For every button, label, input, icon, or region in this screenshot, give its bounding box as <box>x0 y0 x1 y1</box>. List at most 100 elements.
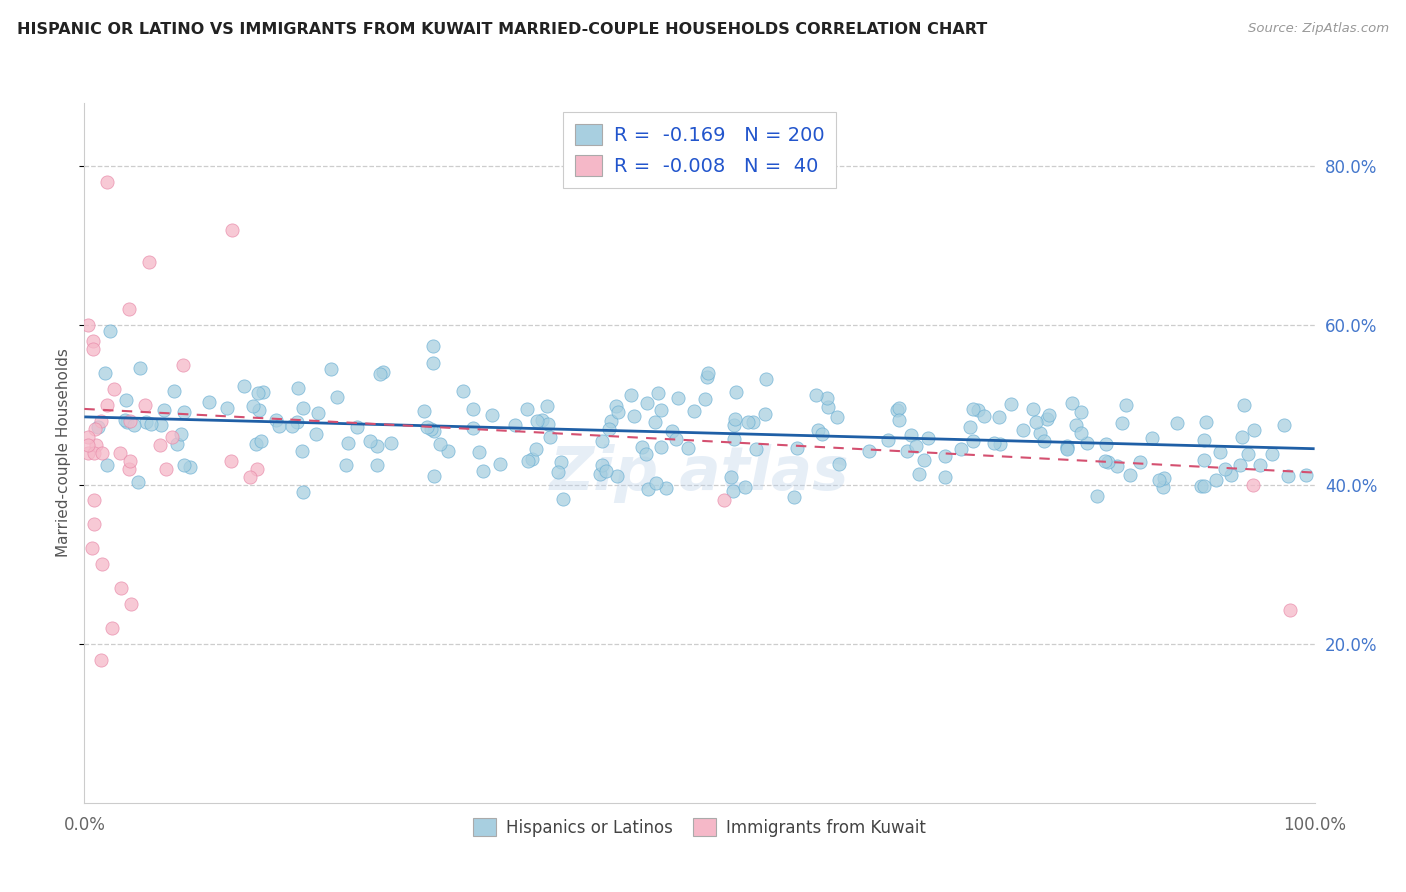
Point <box>1097 455 1119 469</box>
Point <box>858 443 880 458</box>
Point <box>517 453 540 467</box>
Point <box>1192 479 1215 493</box>
Point <box>1056 442 1078 456</box>
Point <box>326 390 349 404</box>
Point <box>1022 401 1045 416</box>
Point <box>129 360 152 375</box>
Point <box>550 454 572 468</box>
Point <box>973 409 995 423</box>
Point <box>287 381 309 395</box>
Point <box>807 424 830 438</box>
Point <box>422 357 444 371</box>
Point <box>1232 430 1254 444</box>
Point <box>695 392 717 407</box>
Point <box>416 420 439 434</box>
Point <box>346 419 368 434</box>
Point <box>606 469 628 483</box>
Point <box>520 451 543 466</box>
Point <box>962 402 984 417</box>
Point <box>896 443 918 458</box>
Point <box>172 358 194 372</box>
Point <box>359 434 381 449</box>
Point <box>589 467 612 481</box>
Point <box>804 388 827 402</box>
Point <box>82 334 104 349</box>
Point <box>285 415 308 429</box>
Point <box>595 464 617 478</box>
Point <box>162 430 184 444</box>
Point <box>598 421 620 435</box>
Point <box>335 458 357 472</box>
Point <box>723 432 745 446</box>
Point <box>281 419 304 434</box>
Point <box>637 482 659 496</box>
Point <box>634 447 657 461</box>
Point <box>451 384 474 399</box>
Point <box>108 445 131 460</box>
Point <box>886 402 908 417</box>
Point <box>242 399 264 413</box>
Point <box>118 414 141 428</box>
Point <box>1277 469 1299 483</box>
Point <box>889 413 911 427</box>
Point <box>461 402 484 417</box>
Point <box>163 384 186 398</box>
Point <box>1229 458 1251 472</box>
Point <box>696 369 718 384</box>
Point <box>1279 603 1302 617</box>
Point <box>134 398 156 412</box>
Point <box>166 437 188 451</box>
Point <box>1085 490 1108 504</box>
Point <box>114 413 136 427</box>
Point <box>489 457 512 471</box>
Point <box>516 402 538 417</box>
Point <box>678 441 700 455</box>
Point <box>120 597 142 611</box>
Point <box>620 387 643 401</box>
Point <box>683 403 706 417</box>
Point <box>120 453 142 467</box>
Point <box>115 415 138 429</box>
Point <box>912 452 935 467</box>
Point <box>755 372 778 386</box>
Point <box>1064 417 1087 432</box>
Point <box>623 409 645 424</box>
Point <box>118 302 141 317</box>
Point <box>429 437 451 451</box>
Text: Zip atlas: Zip atlas <box>550 444 849 503</box>
Point <box>1033 434 1056 449</box>
Point <box>153 402 176 417</box>
Point <box>959 419 981 434</box>
Point <box>537 417 560 432</box>
Point <box>1094 436 1116 450</box>
Point <box>600 414 623 428</box>
Point <box>526 414 548 428</box>
Point <box>900 427 922 442</box>
Point <box>1056 441 1078 455</box>
Point <box>264 413 287 427</box>
Point <box>547 465 569 479</box>
Point <box>436 444 458 458</box>
Point <box>1038 408 1060 422</box>
Point <box>141 417 163 431</box>
Point <box>1119 468 1142 483</box>
Point <box>650 441 672 455</box>
Point <box>292 485 315 500</box>
Point <box>155 461 177 475</box>
Point <box>366 439 388 453</box>
Point <box>983 436 1005 450</box>
Point <box>1195 416 1218 430</box>
Point <box>724 412 747 426</box>
Point <box>96 458 118 473</box>
Point <box>815 392 838 406</box>
Point <box>422 339 444 353</box>
Point <box>423 468 446 483</box>
Point <box>247 386 270 401</box>
Point <box>551 491 574 506</box>
Point <box>127 475 149 490</box>
Point <box>1035 412 1057 426</box>
Point <box>783 491 806 505</box>
Point <box>1029 425 1052 440</box>
Point <box>247 402 270 417</box>
Point <box>741 415 763 429</box>
